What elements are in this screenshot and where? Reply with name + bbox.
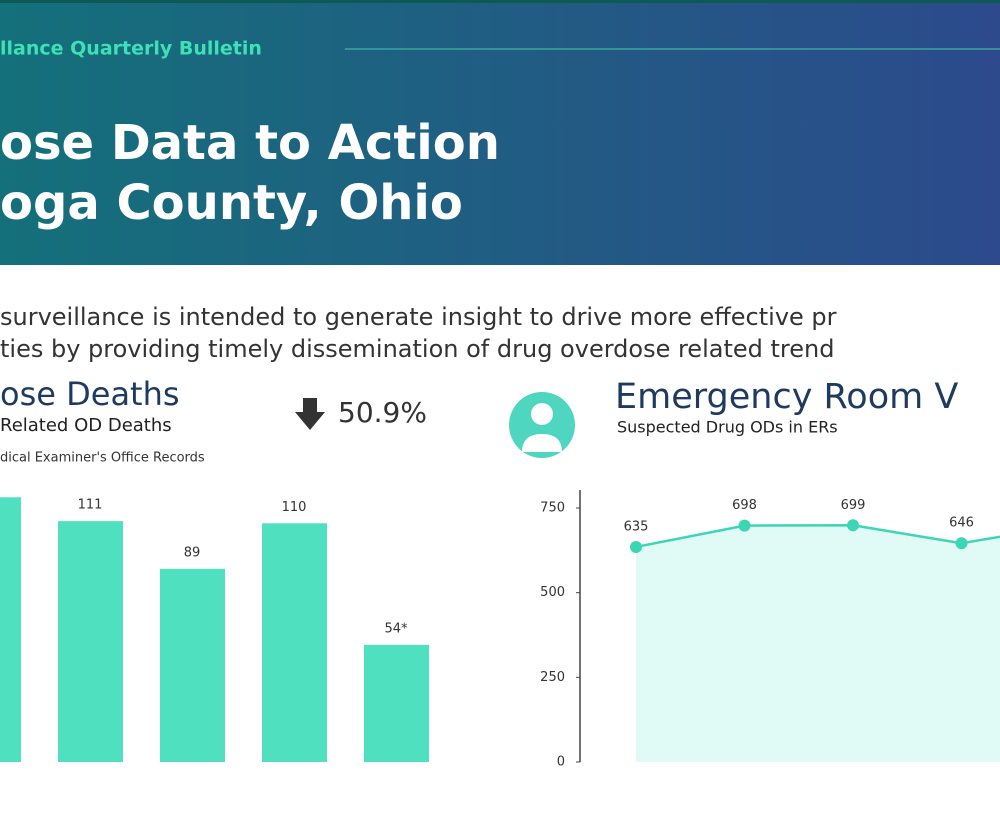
- data-label: 646: [949, 516, 974, 531]
- title-line: ose Data to Action: [0, 115, 500, 171]
- intro-line: surveillance is intended to generate ins…: [0, 303, 837, 331]
- y-tick-label: 250: [540, 670, 565, 685]
- area: [636, 525, 1000, 762]
- y-tick-label: 0: [557, 755, 565, 770]
- point: [630, 540, 642, 553]
- section-subtitle: Related OD Deaths: [0, 415, 172, 436]
- bar: [262, 523, 327, 762]
- point: [847, 519, 859, 532]
- title-line: oga County, Ohio: [0, 175, 463, 231]
- section-subtitle: Suspected Drug ODs in ERs: [617, 418, 838, 437]
- section-title: ose Deaths: [0, 375, 180, 413]
- data-label: 110: [282, 500, 307, 515]
- header-band: [0, 0, 1000, 265]
- bar: [0, 497, 21, 762]
- er-icon-body: [522, 434, 562, 452]
- change-value: 50.9%: [338, 396, 427, 429]
- y-tick-label: 750: [540, 501, 565, 516]
- intro-line: ties by providing timely dissemination o…: [0, 335, 834, 363]
- bar: [364, 644, 429, 762]
- top-rule: [0, 0, 1000, 3]
- kicker: llance Quarterly Bulletin: [0, 38, 262, 60]
- section-title: Emergency Room V: [615, 377, 958, 417]
- source-note: dical Examiner's Office Records: [0, 451, 205, 466]
- point: [955, 537, 968, 550]
- down-arrow-icon: [295, 398, 325, 430]
- bar: [160, 568, 225, 762]
- data-label: 89: [184, 545, 201, 560]
- bar: [58, 521, 123, 762]
- point: [738, 519, 751, 532]
- data-label: 54*: [384, 621, 408, 636]
- data-label: 635: [624, 519, 649, 534]
- er-icon-head: [531, 403, 553, 425]
- y-tick-label: 500: [540, 585, 565, 600]
- data-label: 699: [841, 498, 866, 513]
- data-label: 111: [78, 498, 103, 513]
- data-label: 698: [732, 498, 757, 513]
